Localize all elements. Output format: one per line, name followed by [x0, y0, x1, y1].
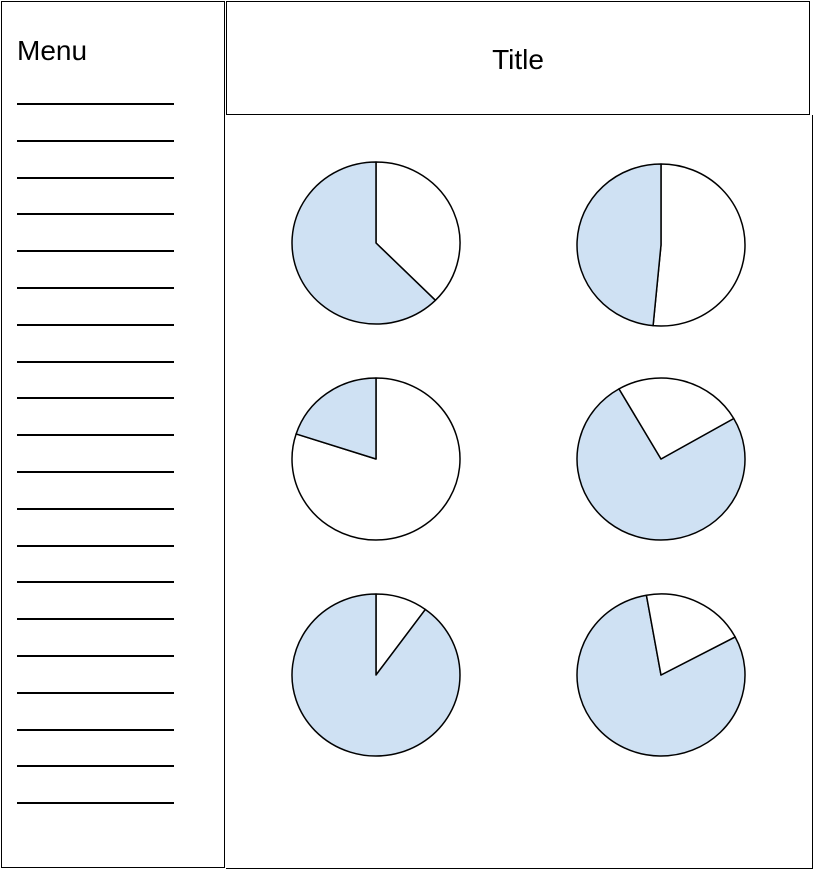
- pie-slice-2-2: [576, 163, 662, 327]
- pie-slice-1-1: [375, 161, 461, 302]
- menu-item-line[interactable]: [17, 287, 174, 289]
- menu-item-line[interactable]: [17, 802, 174, 805]
- pie-slice-4-2: [618, 377, 735, 460]
- menu-item-line[interactable]: [17, 728, 174, 731]
- menu-item-line[interactable]: [17, 618, 174, 621]
- pie-chart-4: [576, 377, 746, 541]
- pie-chart-6: [576, 593, 746, 757]
- menu-item-line[interactable]: [17, 765, 174, 768]
- menu-title: Menu: [17, 35, 88, 66]
- menu-item-line[interactable]: [17, 655, 174, 657]
- menu-item-line[interactable]: [17, 471, 174, 473]
- menu-item-line[interactable]: [17, 103, 174, 105]
- menu-item-line[interactable]: [17, 176, 174, 179]
- pie-slice-3-2: [295, 377, 377, 460]
- pie-slice-6-2: [645, 593, 736, 676]
- header: Title: [226, 1, 810, 115]
- pie-slice-1-2: [291, 161, 437, 325]
- menu-item-line[interactable]: [17, 397, 174, 400]
- pie-slice-4-1: [576, 388, 746, 541]
- pie-chart-5: [291, 593, 461, 757]
- menu-item-line[interactable]: [17, 323, 174, 326]
- page-title: Title: [492, 44, 544, 75]
- content-area: [226, 115, 813, 869]
- pie-chart-3: [291, 377, 461, 541]
- menu-item-line[interactable]: [17, 434, 174, 437]
- sidebar-menu: Menu: [1, 1, 225, 868]
- menu-item-line[interactable]: [17, 581, 174, 584]
- menu-item-line[interactable]: [17, 507, 174, 510]
- menu-item-line[interactable]: [17, 691, 174, 694]
- menu-item-line[interactable]: [17, 544, 174, 547]
- menu-item-line[interactable]: [17, 213, 174, 216]
- menu-item-line[interactable]: [17, 139, 174, 142]
- pie-slice-2-1: [652, 163, 746, 327]
- pie-slice-5-2: [291, 593, 461, 757]
- pie-chart-1: [291, 161, 461, 325]
- menu-item-line[interactable]: [17, 250, 174, 253]
- pie-chart-2: [576, 163, 746, 327]
- menu-item-line[interactable]: [17, 360, 174, 363]
